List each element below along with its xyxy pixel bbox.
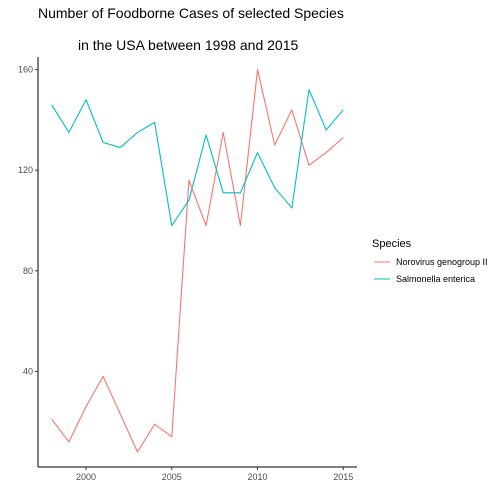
- series-line-norovirus-genogroup-ii: [51, 69, 344, 453]
- x-ticks: 2000 2005 2010 2015: [76, 467, 353, 482]
- legend-label-norovirus: Norovirus genogroup II: [396, 257, 488, 267]
- y-tick-label: 40: [23, 366, 33, 376]
- y-tick-label: 160: [18, 65, 33, 75]
- legend-label-salmonella: Salmonella enterica: [396, 274, 475, 284]
- x-tick-label: 2015: [333, 472, 353, 482]
- legend-title: Species: [372, 238, 412, 250]
- axes: [37, 57, 357, 468]
- series-layer: [51, 69, 344, 453]
- chart-title: Number of Foodborne Cases of selected Sp…: [38, 5, 344, 53]
- x-tick-label: 2005: [162, 472, 182, 482]
- y-ticks: 40 80 120 160: [18, 65, 38, 376]
- legend-item-salmonella: Salmonella enterica: [374, 274, 475, 284]
- x-tick-label: 2000: [76, 472, 96, 482]
- legend: Species Norovirus genogroup II Salmonell…: [372, 238, 488, 284]
- y-tick-label: 120: [18, 165, 33, 175]
- legend-item-norovirus: Norovirus genogroup II: [374, 257, 488, 267]
- x-tick-label: 2010: [248, 472, 268, 482]
- chart-title-line-1: Number of Foodborne Cases of selected Sp…: [38, 5, 344, 21]
- y-tick-label: 80: [23, 266, 33, 276]
- chart-title-line-2: in the USA between 1998 and 2015: [78, 37, 299, 53]
- series-line-salmonella-enterica: [51, 89, 344, 227]
